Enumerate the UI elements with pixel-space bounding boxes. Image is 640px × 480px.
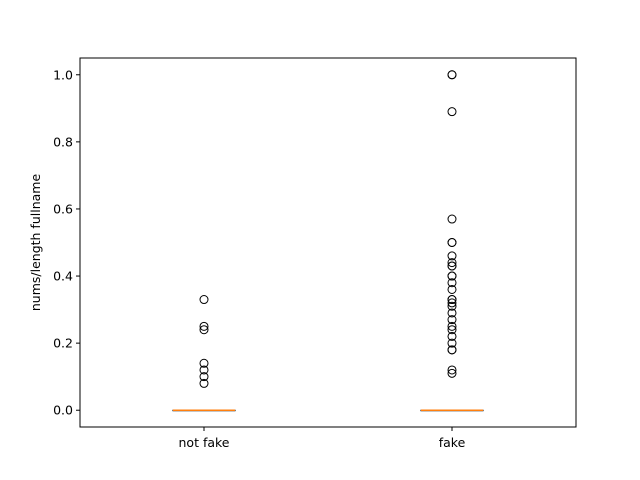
outlier-point [447, 308, 457, 318]
outlier-point [447, 325, 457, 335]
outlier-point [199, 372, 209, 382]
outlier-point [447, 251, 457, 261]
y-tick-label: 0.4 [53, 269, 73, 284]
y-tick-label: 0.8 [53, 134, 73, 149]
outlier-point [447, 301, 457, 311]
outlier-point [199, 365, 209, 375]
axes-frame [79, 57, 577, 428]
outlier-point [447, 368, 457, 378]
outlier-point [447, 338, 457, 348]
outlier-point [447, 295, 457, 305]
box-group-fake [420, 70, 484, 412]
x-axis: not fake fake [179, 427, 466, 450]
outlier-point [447, 298, 457, 308]
y-axis-label: nums/length fullname [28, 174, 43, 312]
y-tick-label: 0.6 [53, 201, 73, 216]
outlier-point [447, 278, 457, 288]
outlier-point [447, 284, 457, 294]
outlier-point [447, 238, 457, 247]
y-tick-label: 1.0 [53, 67, 73, 82]
outlier-point [199, 295, 209, 305]
x-tick-label: not fake [179, 435, 230, 450]
outlier-point [447, 321, 457, 331]
plot-area [172, 70, 484, 412]
outlier-point [447, 214, 457, 224]
outlier-point [447, 70, 457, 80]
outlier-point [447, 107, 457, 117]
y-tick-label: 0.2 [53, 336, 73, 351]
outlier-point [447, 345, 457, 355]
outlier-point [447, 271, 457, 281]
y-axis: 0.0 0.2 0.4 0.6 0.8 1.0 [53, 67, 80, 418]
outlier-point [199, 321, 209, 331]
y-tick-label: 0.0 [53, 403, 73, 418]
outlier-point [447, 261, 457, 271]
outlier-point [447, 365, 457, 375]
outlier-point [199, 358, 209, 368]
box-group-not-fake [172, 295, 236, 412]
outlier-point [447, 331, 457, 341]
outlier-point [447, 315, 457, 325]
outlier-point [199, 325, 209, 335]
outlier-point [199, 378, 209, 388]
x-tick-label: fake [439, 435, 466, 450]
outlier-point [447, 258, 457, 268]
